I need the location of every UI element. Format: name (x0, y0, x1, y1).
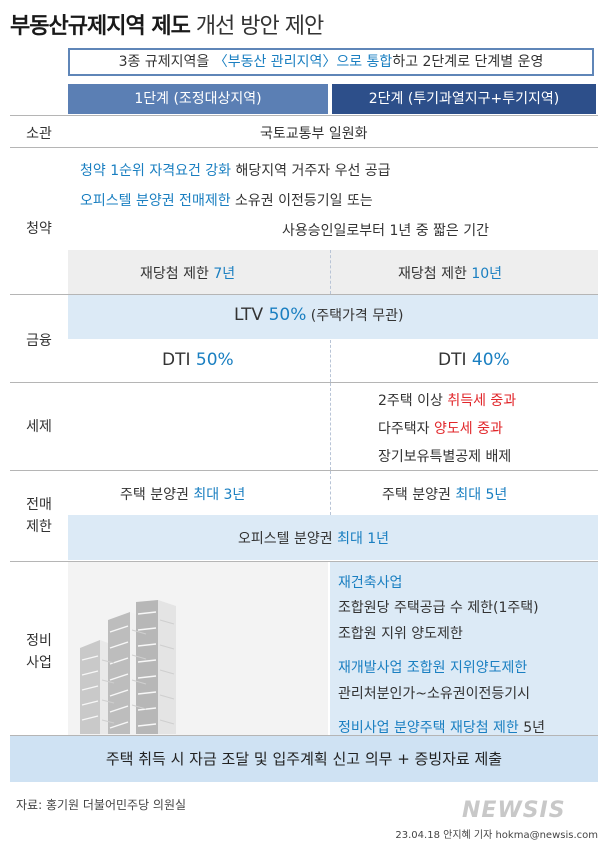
stage2-header: 2단계 (투기과열지구+투기지역) (332, 84, 596, 114)
stage1-rewin-pre: 재당첨 제한 (140, 266, 214, 282)
subtitle-highlight: 〈부동산 관리지역〉으로 통합 (213, 54, 393, 70)
apartment-building-icon (80, 600, 176, 734)
tax-line2-highlight: 양도세 중과 (433, 421, 503, 437)
resale-officetel-band (68, 515, 598, 560)
redevelop-heading1: 재건축사업 (338, 575, 403, 591)
finance-dti-stage1: DTI 50% (162, 350, 234, 370)
stage2-rewin-limit: 재당첨 제한 10년 (398, 263, 502, 283)
tax-line3: 장기보유특별공제 배제 (378, 449, 512, 465)
finance-ltv-pre: LTV (234, 305, 269, 325)
column-divider (330, 250, 331, 294)
redevelop-line2: 조합원 지위 양도제한 (338, 626, 463, 642)
bottom-obligation: 주택 취득 시 자금 조달 및 입주계획 신고 의무 + 증빙자료 제출 (10, 736, 598, 782)
label-tax: 세제 (26, 419, 52, 435)
row-divider (10, 470, 598, 471)
stage1-header: 1단계 (조정대상지역) (68, 84, 328, 114)
finance-ltv-value: 50% (268, 305, 307, 325)
tax-line2: 다주택자 양도세 중과 (378, 418, 503, 438)
tax-line1-pre: 2주택 이상 (378, 393, 448, 409)
row-divider (10, 735, 598, 736)
row-divider (10, 115, 598, 116)
row-divider (10, 147, 598, 148)
finance-ltv-post: (주택가격 무관) (306, 308, 404, 324)
row-divider (10, 561, 598, 562)
redevelop-heading3-text: 정비사업 분양주택 재당첨 제한 (338, 720, 519, 736)
column-divider (330, 471, 331, 515)
dti2-value: 40% (471, 350, 510, 370)
subscription-line2-highlight: 오피스텔 분양권 전매제한 (80, 193, 231, 209)
dti1-value: 50% (195, 350, 234, 370)
label-subscription: 청약 (26, 221, 52, 237)
resale-officetel-highlight: 최대 1년 (337, 531, 390, 547)
source-note: 자료: 홍기원 더불어민주당 의원실 (16, 798, 187, 812)
label-finance: 금융 (26, 333, 52, 349)
subscription-line1-highlight: 청약 1순위 자격요건 강화 (80, 163, 232, 179)
finance-ltv: LTV 50% (주택가격 무관) (234, 305, 403, 325)
subtitle-box: 3종 규제지역을 〈부동산 관리지역〉으로 통합하고 2단계로 단계별 운영 (68, 48, 594, 76)
title-normal: 개선 방안 제안 (189, 14, 324, 39)
tax-line1-highlight: 취득세 중과 (447, 393, 517, 409)
finance-dti-stage2: DTI 40% (438, 350, 510, 370)
resale-officetel-pre: 오피스텔 분양권 (238, 531, 338, 547)
resale-stage2: 주택 분양권 최대 5년 (382, 484, 507, 504)
authority-value: 국토교통부 일원화 (260, 126, 368, 142)
stage1-rewin-value: 7년 (213, 266, 236, 282)
tax-line1: 2주택 이상 취득세 중과 (378, 390, 516, 410)
dti2-pre: DTI (438, 350, 472, 370)
subtitle-pre: 3종 규제지역을 (118, 54, 214, 70)
label-redevelop-2: 사업 (26, 655, 52, 671)
resale-stage2-pre: 주택 분양권 (382, 487, 456, 503)
dti1-pre: DTI (162, 350, 196, 370)
resale-stage2-highlight: 최대 5년 (455, 487, 508, 503)
redevelop-line1: 조합원당 주택공급 수 제한(1주택) (338, 600, 539, 616)
page-title: 부동산규제지역 제도 개선 방안 제안 (10, 8, 324, 40)
label-redevelop-1: 정비 (26, 633, 52, 649)
redevelop-heading3: 정비사업 분양주택 재당첨 제한 5년 (338, 717, 545, 737)
subscription-line3: 사용승인일로부터 1년 중 짧은 기간 (282, 223, 490, 239)
redevelop-heading3-value: 5년 (518, 720, 546, 736)
subscription-line2: 오피스텔 분양권 전매제한 소유권 이전등기일 또는 (80, 190, 373, 210)
title-bold: 부동산규제지역 제도 (10, 14, 191, 39)
subscription-line1-rest: 해당지역 거주자 우선 공급 (231, 163, 391, 179)
tax-line2-pre: 다주택자 (378, 421, 434, 437)
redevelop-line3: 관리처분인가~소유권이전등기시 (338, 686, 531, 702)
label-authority: 소관 (26, 126, 52, 142)
stage2-rewin-value: 10년 (471, 266, 503, 282)
redevelop-heading2: 재개발사업 조합원 지위양도제한 (338, 660, 528, 676)
column-divider (330, 383, 331, 470)
subscription-line1: 청약 1순위 자격요건 강화 해당지역 거주자 우선 공급 (80, 160, 391, 180)
column-divider (330, 340, 331, 382)
row-divider (10, 294, 598, 295)
resale-stage1-highlight: 최대 3년 (193, 487, 246, 503)
subscription-line2-rest: 소유권 이전등기일 또는 (230, 193, 373, 209)
stage1-rewin-limit: 재당첨 제한 7년 (140, 263, 235, 283)
subtitle-post: 하고 2단계로 단계별 운영 (392, 54, 544, 70)
finance-ltv-band (68, 295, 598, 339)
subscription-band (68, 250, 598, 294)
row-divider (10, 382, 598, 383)
label-resale-1: 전매 (26, 497, 52, 513)
resale-stage1-pre: 주택 분양권 (120, 487, 194, 503)
redevelop-right-area (330, 562, 598, 735)
credit-line: 23.04.18 안지혜 기자 hokma@newsis.com (395, 830, 598, 841)
label-resale-2: 제한 (26, 519, 52, 535)
newsis-logo: NEWSIS (462, 798, 566, 823)
stage2-rewin-pre: 재당첨 제한 (398, 266, 472, 282)
resale-stage1: 주택 분양권 최대 3년 (120, 484, 245, 504)
resale-officetel: 오피스텔 분양권 최대 1년 (238, 528, 389, 548)
